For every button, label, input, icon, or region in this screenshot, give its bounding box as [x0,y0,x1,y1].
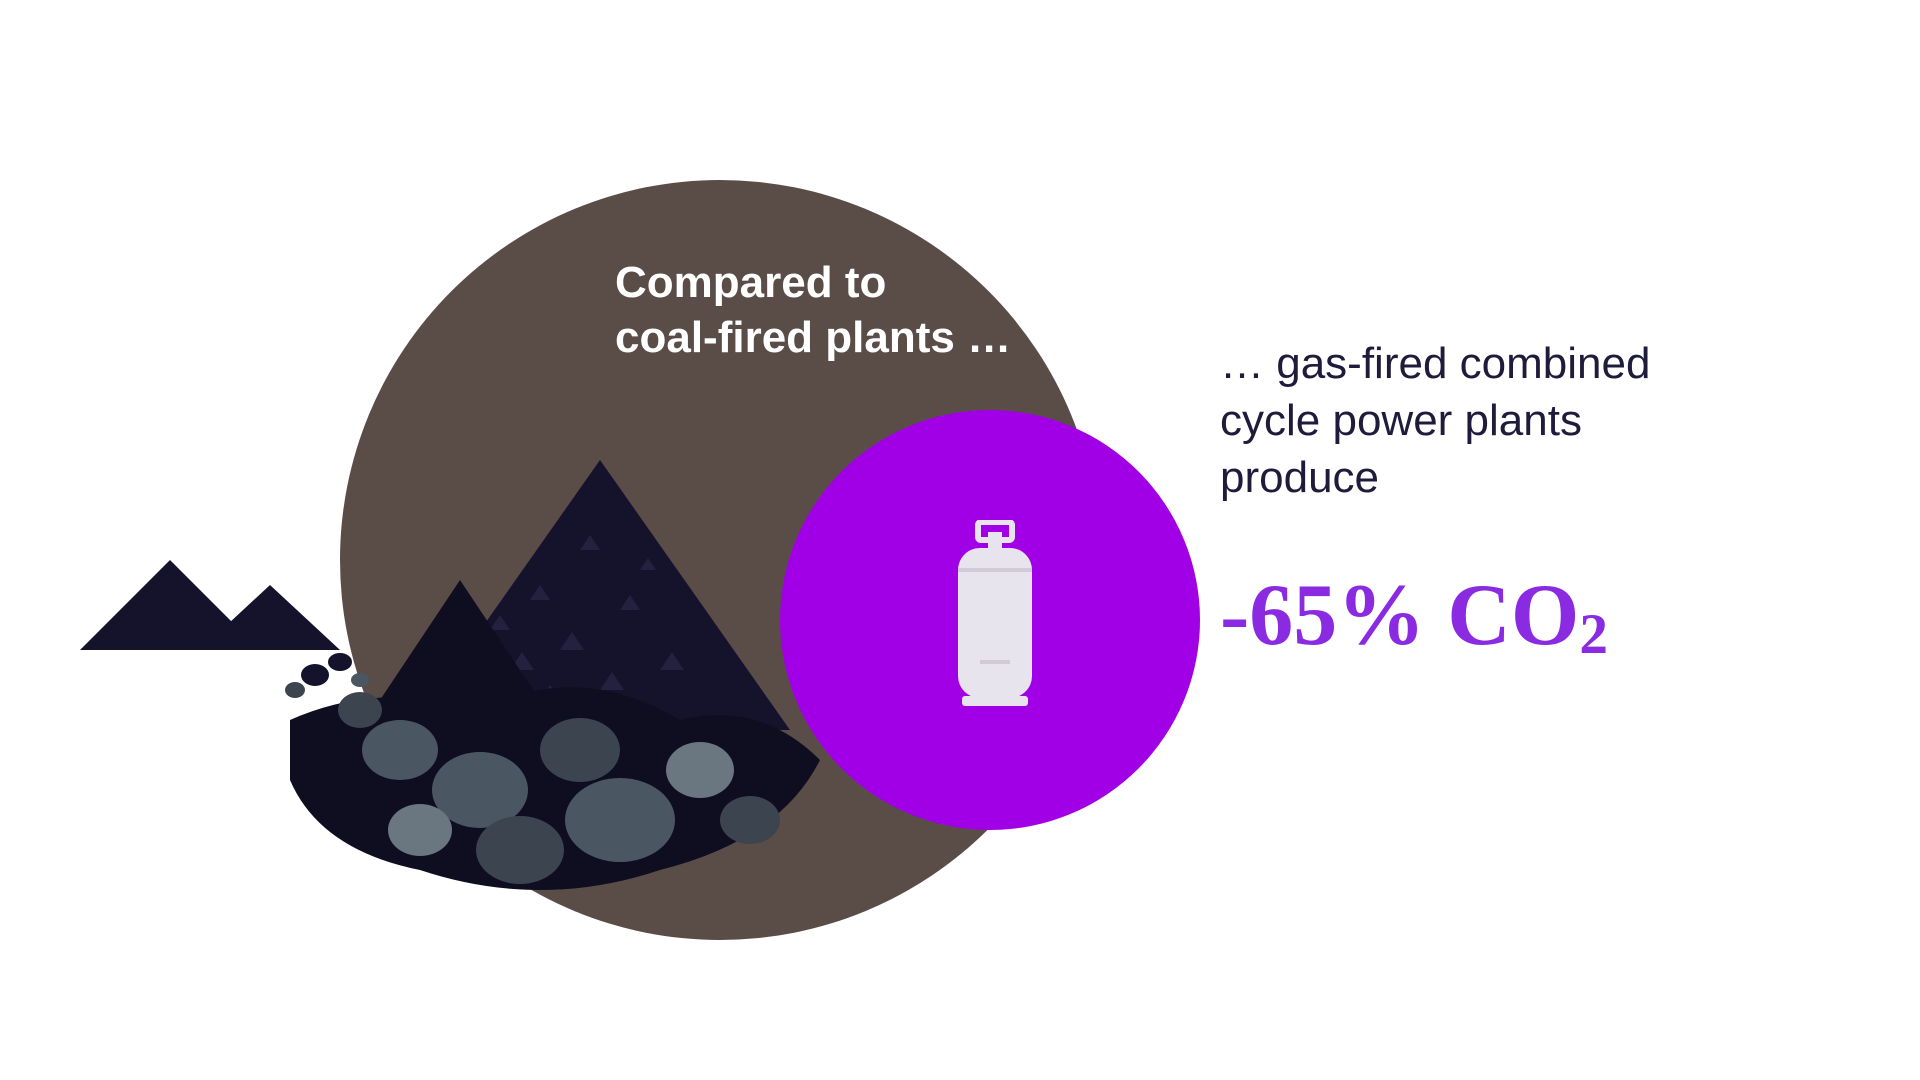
gas-text-content: … gas-fired combined cycle power plants … [1220,339,1650,502]
distant-mountains [80,560,340,650]
stat-subscript: 2 [1579,603,1608,666]
coal-comparison-text: Compared to coal-fired plants … [615,255,1011,365]
coal-text-line2: coal-fired plants … [615,313,1011,362]
co2-reduction-stat: -65% CO2 [1220,565,1608,666]
infographic-stage: Compared to coal-fired plants … … gas-fi… [0,0,1920,1080]
stat-value: -65% CO [1220,567,1579,664]
gas-tank-icon [950,520,1040,710]
coal-text-line1: Compared to [615,258,886,307]
gas-description-text: … gas-fired combined cycle power plants … [1220,335,1740,507]
